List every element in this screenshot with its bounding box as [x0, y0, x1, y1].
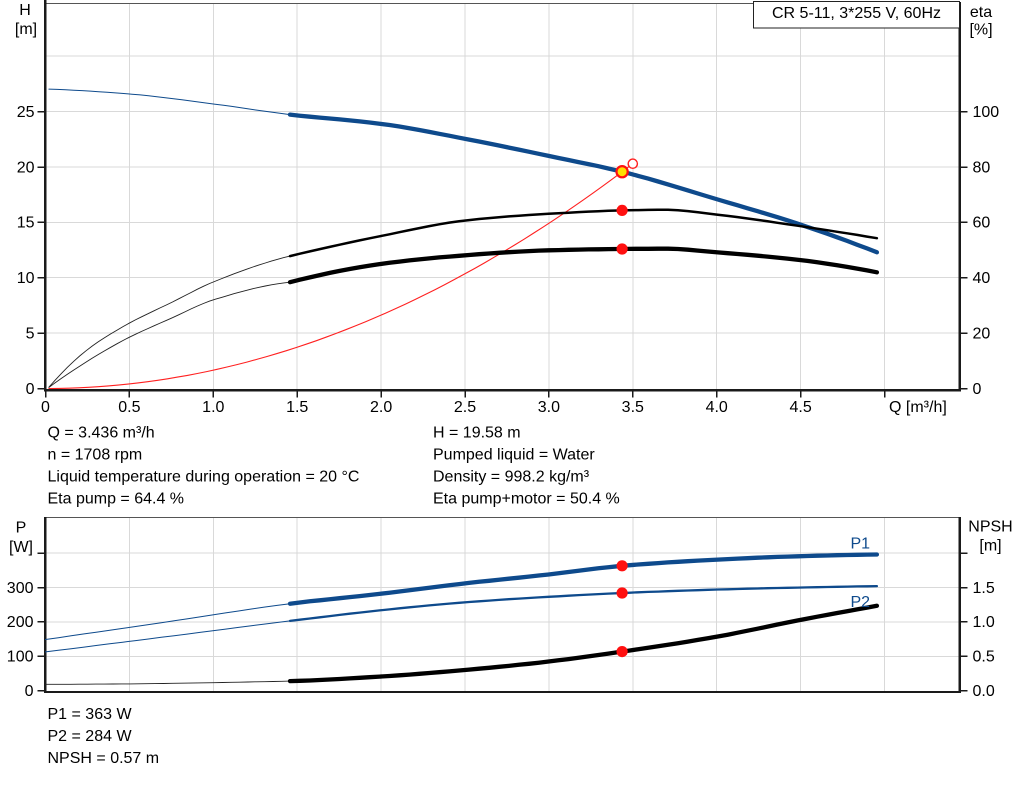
svg-text:NPSH: NPSH — [968, 519, 1012, 536]
svg-text:P: P — [16, 519, 27, 536]
svg-text:[%]: [%] — [969, 22, 992, 39]
svg-text:Density = 998.2 kg/m³: Density = 998.2 kg/m³ — [433, 468, 590, 485]
svg-text:n = 1708 rpm: n = 1708 rpm — [48, 446, 143, 463]
svg-text:0: 0 — [41, 399, 50, 416]
svg-text:3.5: 3.5 — [622, 399, 644, 416]
svg-text:P1: P1 — [851, 536, 871, 553]
svg-text:300: 300 — [7, 580, 34, 597]
svg-text:20: 20 — [17, 159, 35, 176]
svg-text:Q = 3.436 m³/h: Q = 3.436 m³/h — [48, 424, 155, 441]
svg-text:25: 25 — [17, 104, 35, 121]
svg-text:[m]: [m] — [15, 21, 37, 38]
svg-text:[W]: [W] — [9, 539, 33, 556]
svg-text:0.5: 0.5 — [118, 399, 140, 416]
svg-text:20: 20 — [973, 325, 991, 342]
svg-text:P1 = 363 W: P1 = 363 W — [48, 706, 133, 723]
svg-text:100: 100 — [973, 104, 1000, 121]
svg-text:P2 = 284 W: P2 = 284 W — [48, 728, 133, 745]
svg-text:2.0: 2.0 — [370, 399, 392, 416]
svg-text:1.5: 1.5 — [973, 580, 995, 597]
svg-text:1.0: 1.0 — [973, 614, 995, 631]
svg-text:P2: P2 — [851, 594, 871, 611]
svg-text:1.0: 1.0 — [202, 399, 224, 416]
svg-text:2.5: 2.5 — [454, 399, 476, 416]
svg-text:Pumped liquid = Water: Pumped liquid = Water — [433, 446, 595, 463]
svg-text:[m]: [m] — [979, 538, 1001, 555]
svg-text:NPSH = 0.57 m: NPSH = 0.57 m — [48, 750, 160, 767]
svg-text:Eta pump+motor = 50.4 %: Eta pump+motor = 50.4 % — [433, 490, 620, 507]
svg-text:Liquid temperature during oper: Liquid temperature during operation = 20… — [48, 468, 360, 485]
svg-text:4.5: 4.5 — [789, 399, 811, 416]
svg-text:eta: eta — [970, 4, 992, 21]
svg-text:80: 80 — [973, 159, 991, 176]
svg-text:Q [m³/h]: Q [m³/h] — [889, 399, 947, 416]
svg-text:5: 5 — [26, 325, 35, 342]
svg-text:0: 0 — [26, 381, 35, 398]
svg-text:H: H — [19, 2, 31, 19]
svg-text:60: 60 — [973, 215, 991, 232]
svg-text:100: 100 — [7, 649, 34, 666]
svg-text:3.0: 3.0 — [538, 399, 560, 416]
svg-text:10: 10 — [17, 270, 35, 287]
svg-text:Eta pump = 64.4 %: Eta pump = 64.4 % — [48, 490, 185, 507]
svg-text:H = 19.58 m: H = 19.58 m — [433, 424, 521, 441]
svg-text:1.5: 1.5 — [286, 399, 308, 416]
svg-text:4.0: 4.0 — [706, 399, 728, 416]
svg-text:40: 40 — [973, 270, 991, 287]
svg-text:0.0: 0.0 — [973, 683, 995, 700]
svg-text:0: 0 — [973, 381, 982, 398]
svg-text:0: 0 — [25, 683, 34, 700]
svg-text:CR 5-11, 3*255 V, 60Hz: CR 5-11, 3*255 V, 60Hz — [772, 5, 941, 22]
svg-text:0.5: 0.5 — [973, 649, 995, 666]
svg-text:15: 15 — [17, 215, 35, 232]
svg-text:200: 200 — [7, 614, 34, 631]
